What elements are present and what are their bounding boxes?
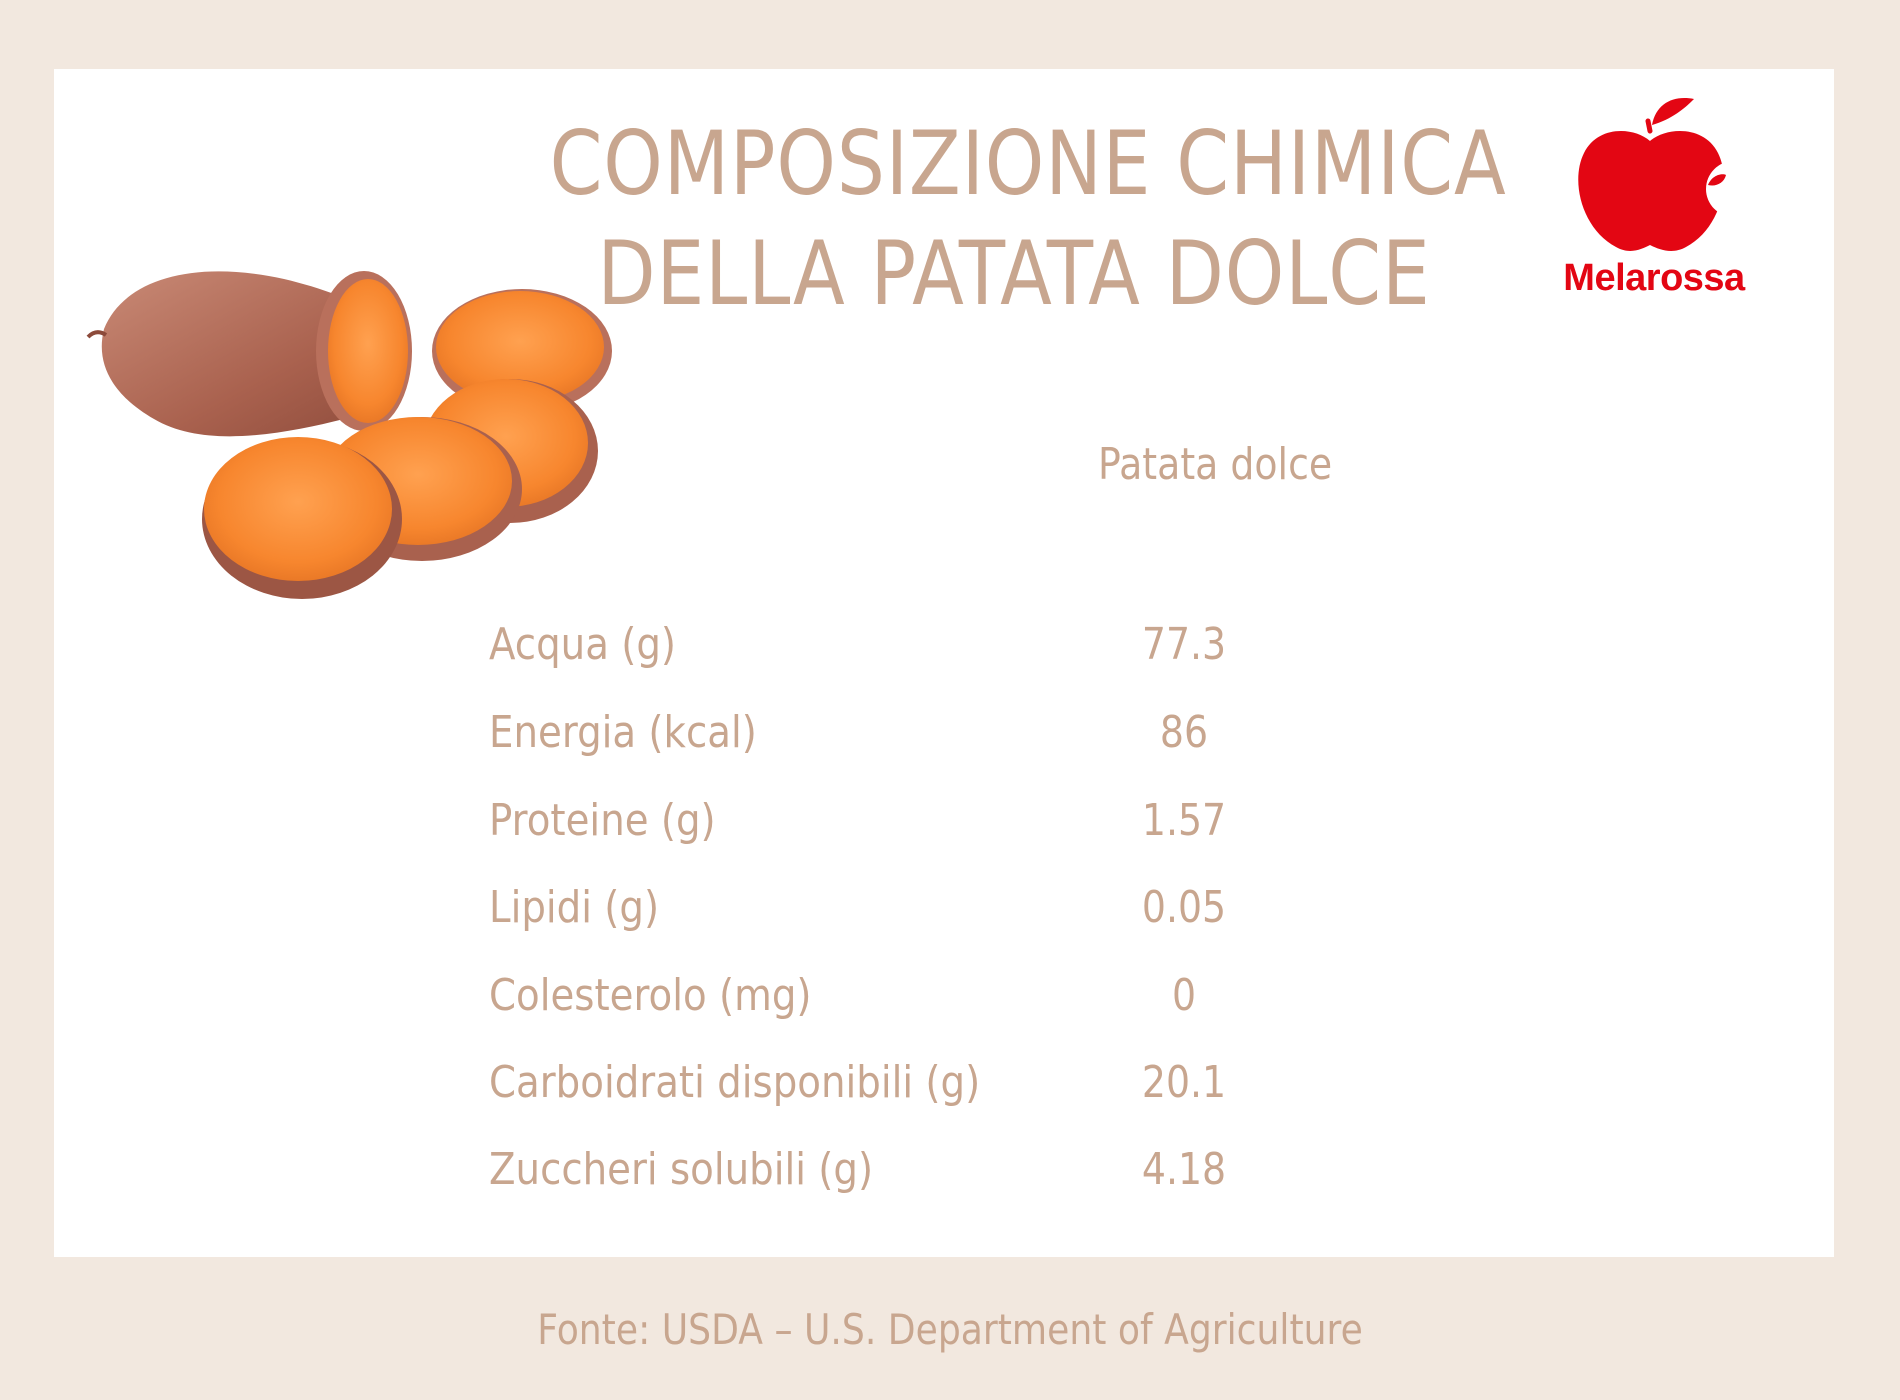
sweet-potato-image	[86, 271, 612, 599]
row-label-proteine: Proteine (g)	[489, 795, 716, 846]
row-label-acqua: Acqua (g)	[489, 619, 677, 670]
infographic-card: COMPOSIZIONE CHIMICA DELLA PATATA DOLCE …	[54, 69, 1834, 1257]
row-value-lipidi: 0.05	[1141, 882, 1227, 933]
apple-icon	[1578, 98, 1762, 251]
logo-text: Melarossa	[1563, 257, 1745, 299]
row-value-colesterolo: 0	[1171, 970, 1197, 1021]
row-label-carboidrati: Carboidrati disponibili (g)	[489, 1057, 981, 1108]
source-note: Fonte: USDA – U.S. Department of Agricul…	[537, 1305, 1363, 1354]
melarossa-logo: Melarossa	[1534, 89, 1774, 319]
title-line-2: DELLA PATATA DOLCE	[597, 222, 1431, 325]
row-value-acqua: 77.3	[1141, 619, 1227, 670]
row-label-colesterolo: Colesterolo (mg)	[489, 970, 812, 1021]
nutrition-table: Acqua (g) 77.3 Energia (kcal) 86 Protein…	[54, 69, 1834, 1257]
row-label-zuccheri: Zuccheri solubili (g)	[489, 1144, 874, 1195]
row-value-carboidrati: 20.1	[1141, 1057, 1227, 1108]
row-value-energia: 86	[1159, 707, 1209, 758]
row-label-lipidi: Lipidi (g)	[489, 882, 660, 933]
page-title: COMPOSIZIONE CHIMICA DELLA PATATA DOLCE	[549, 109, 1507, 329]
row-label-energia: Energia (kcal)	[489, 707, 757, 758]
row-value-zuccheri: 4.18	[1141, 1144, 1227, 1195]
row-value-proteine: 1.57	[1141, 795, 1227, 846]
title-line-1: COMPOSIZIONE CHIMICA	[549, 112, 1507, 215]
